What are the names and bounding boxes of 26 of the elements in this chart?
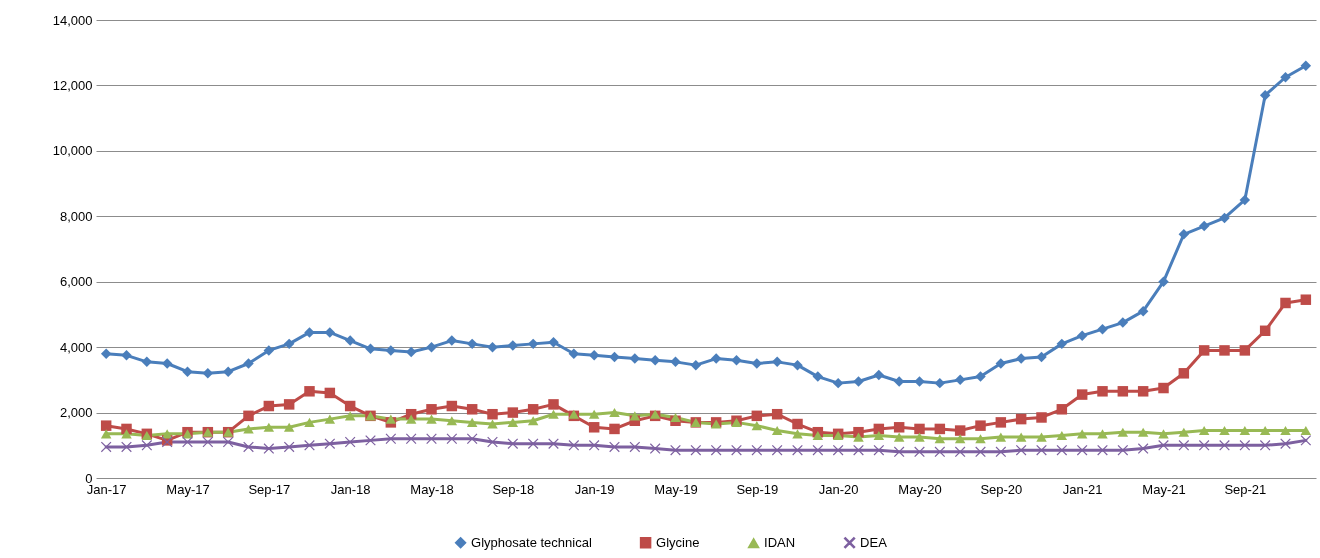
x-tick-label: Jan-20 — [818, 481, 859, 497]
x-tick-label: Sep-18 — [492, 481, 535, 497]
y-tick-label: 8,000 — [59, 208, 93, 224]
x-tick-label: May-21 — [1142, 481, 1186, 497]
x-tick-label: Jan-21 — [1062, 481, 1103, 497]
y-tick-label: 12,000 — [52, 77, 93, 93]
x-tick-label: Sep-21 — [1224, 481, 1267, 497]
legend-label: IDAN — [764, 535, 796, 551]
x-tick-label: May-20 — [898, 481, 942, 497]
legend-label: Glyphosate technical — [471, 534, 592, 550]
y-tick-label: 14,000 — [52, 12, 93, 28]
x-tick-label: May-17 — [166, 481, 210, 497]
x-tick-label: Sep-20 — [980, 481, 1023, 497]
x-tick-label: Jan-18 — [330, 481, 371, 497]
y-tick-label: 0 — [85, 470, 93, 486]
y-tick-label: 6,000 — [59, 274, 93, 290]
x-tick-label: May-19 — [654, 481, 698, 497]
x-tick-label: Sep-19 — [736, 481, 779, 497]
x-tick-label: Sep-17 — [248, 481, 291, 497]
legend-label: Glycine — [656, 534, 700, 550]
y-tick-label: 10,000 — [52, 143, 93, 159]
y-tick-label: 2,000 — [59, 405, 93, 421]
x-tick-label: Jan-19 — [574, 481, 615, 497]
legend-label: DEA — [860, 534, 888, 550]
y-tick-label: 4,000 — [59, 339, 93, 355]
x-tick-label: May-18 — [410, 481, 454, 497]
